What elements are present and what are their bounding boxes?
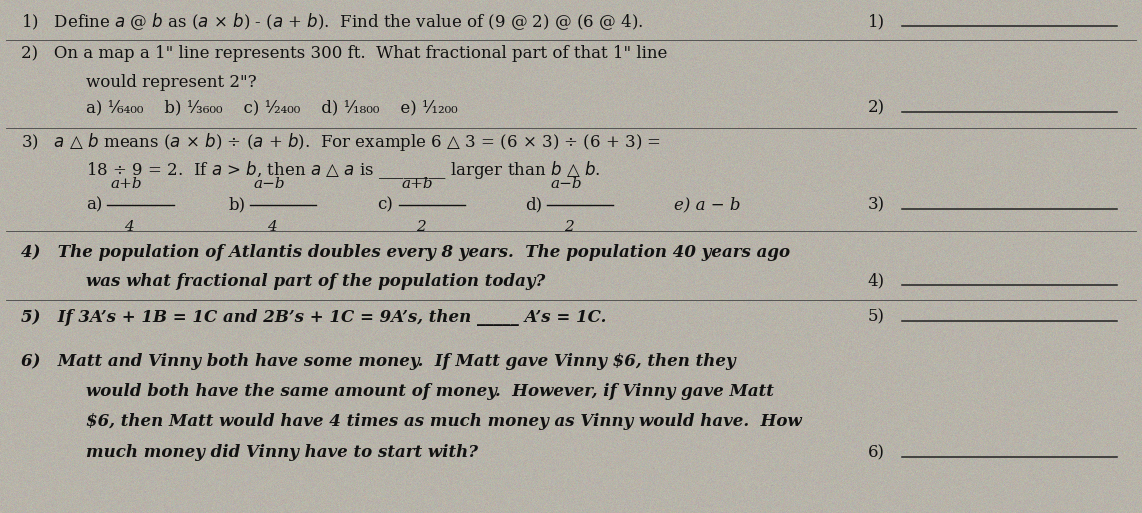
Text: 2: 2 [564, 220, 574, 234]
Text: 5): 5) [868, 308, 885, 326]
Text: a−b: a−b [254, 176, 286, 191]
Text: e) a − b: e) a − b [674, 196, 740, 214]
Text: 2): 2) [868, 99, 885, 116]
Text: 3)   $a$ △ $b$ means ($a$ × $b$) ÷ ($a$ + $b$).  For example 6 △ 3 = (6 × 3) ÷ (: 3) $a$ △ $b$ means ($a$ × $b$) ÷ ($a$ + … [21, 131, 660, 152]
Text: a−b: a−b [550, 176, 582, 191]
Text: was what fractional part of the population today?: was what fractional part of the populati… [86, 272, 545, 290]
Text: 5)   If 3A’s + 1B = 1C and 2B’s + 1C = 9A’s, then _____ A’s = 1C.: 5) If 3A’s + 1B = 1C and 2B’s + 1C = 9A’… [21, 308, 606, 326]
Text: 2)   On a map a 1" line represents 300 ft.  What fractional part of that 1" line: 2) On a map a 1" line represents 300 ft.… [21, 45, 667, 63]
Text: $6, then Matt would have 4 times as much money as Vinny would have.  How: $6, then Matt would have 4 times as much… [86, 413, 802, 430]
Text: c): c) [377, 196, 393, 214]
Text: 3): 3) [868, 196, 885, 214]
Text: would represent 2"?: would represent 2"? [86, 73, 256, 91]
Text: 18 ÷ 9 = 2.  If $a$ > $b$, then $a$ △ $a$ is ________ larger than $b$ △ $b$.: 18 ÷ 9 = 2. If $a$ > $b$, then $a$ △ $a$… [86, 160, 601, 181]
Text: 4: 4 [124, 220, 135, 234]
Text: a+b: a+b [111, 176, 143, 191]
Text: would both have the same amount of money.  However, if Vinny gave Matt: would both have the same amount of money… [86, 383, 773, 400]
Text: 6)   Matt and Vinny both have some money.  If Matt gave Vinny $6, then they: 6) Matt and Vinny both have some money. … [21, 353, 735, 370]
Text: 1)   Define $a$ @ $b$ as ($a$ × $b$) - ($a$ + $b$).  Find the value of (9 @ 2) @: 1) Define $a$ @ $b$ as ($a$ × $b$) - ($a… [21, 11, 643, 32]
Text: 6): 6) [868, 444, 885, 461]
Text: b): b) [228, 196, 246, 214]
Text: 4): 4) [868, 272, 885, 290]
Text: 4)   The population of Atlantis doubles every 8 years.  The population 40 years : 4) The population of Atlantis doubles ev… [21, 244, 789, 261]
Text: a): a) [86, 196, 102, 214]
Text: 2: 2 [416, 220, 426, 234]
Text: d): d) [525, 196, 542, 214]
Text: 1): 1) [868, 13, 885, 30]
Text: much money did Vinny have to start with?: much money did Vinny have to start with? [86, 444, 477, 461]
Text: a) ¹⁄₆₄₀₀    b) ¹⁄₃₆₀₀    c) ¹⁄₂₄₀₀    d) ¹⁄₁₈₀₀    e) ¹⁄₁₂₀₀: a) ¹⁄₆₄₀₀ b) ¹⁄₃₆₀₀ c) ¹⁄₂₄₀₀ d) ¹⁄₁₈₀₀ … [86, 99, 457, 116]
Text: 4: 4 [267, 220, 278, 234]
Text: a+b: a+b [402, 176, 434, 191]
